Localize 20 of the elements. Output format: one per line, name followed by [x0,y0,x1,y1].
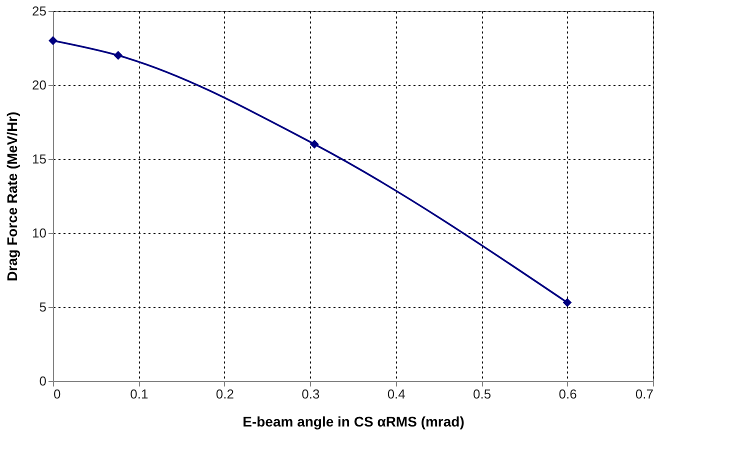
point [562,298,572,308]
y-tick-label: 5 [39,300,46,314]
y-axis-title: Drag Force Rate (MeV/Hr) [4,112,20,282]
y-tick-label: 25 [32,4,46,18]
y-tick-label: 0 [39,374,46,388]
y-tick-label: 20 [32,78,46,92]
point [48,36,58,46]
x-tick-label: 0.6 [558,386,577,402]
x-tick-label: 0.1 [130,386,148,402]
x-tick-label: 0.7 [635,386,654,402]
x-tick-label: 0 [54,386,61,402]
y-tick-label: 15 [32,152,46,166]
x-tick-label: 0.2 [216,386,234,402]
x-tick-label: 0.4 [387,386,406,402]
x-axis-title: E-beam angle in CS αRMS (mrad) [242,414,464,430]
x-tick-label: 0.5 [473,386,492,402]
y-tick-label: 10 [32,226,46,240]
x-tick-label: 0.3 [302,386,320,402]
point [114,50,123,60]
point [310,140,319,149]
